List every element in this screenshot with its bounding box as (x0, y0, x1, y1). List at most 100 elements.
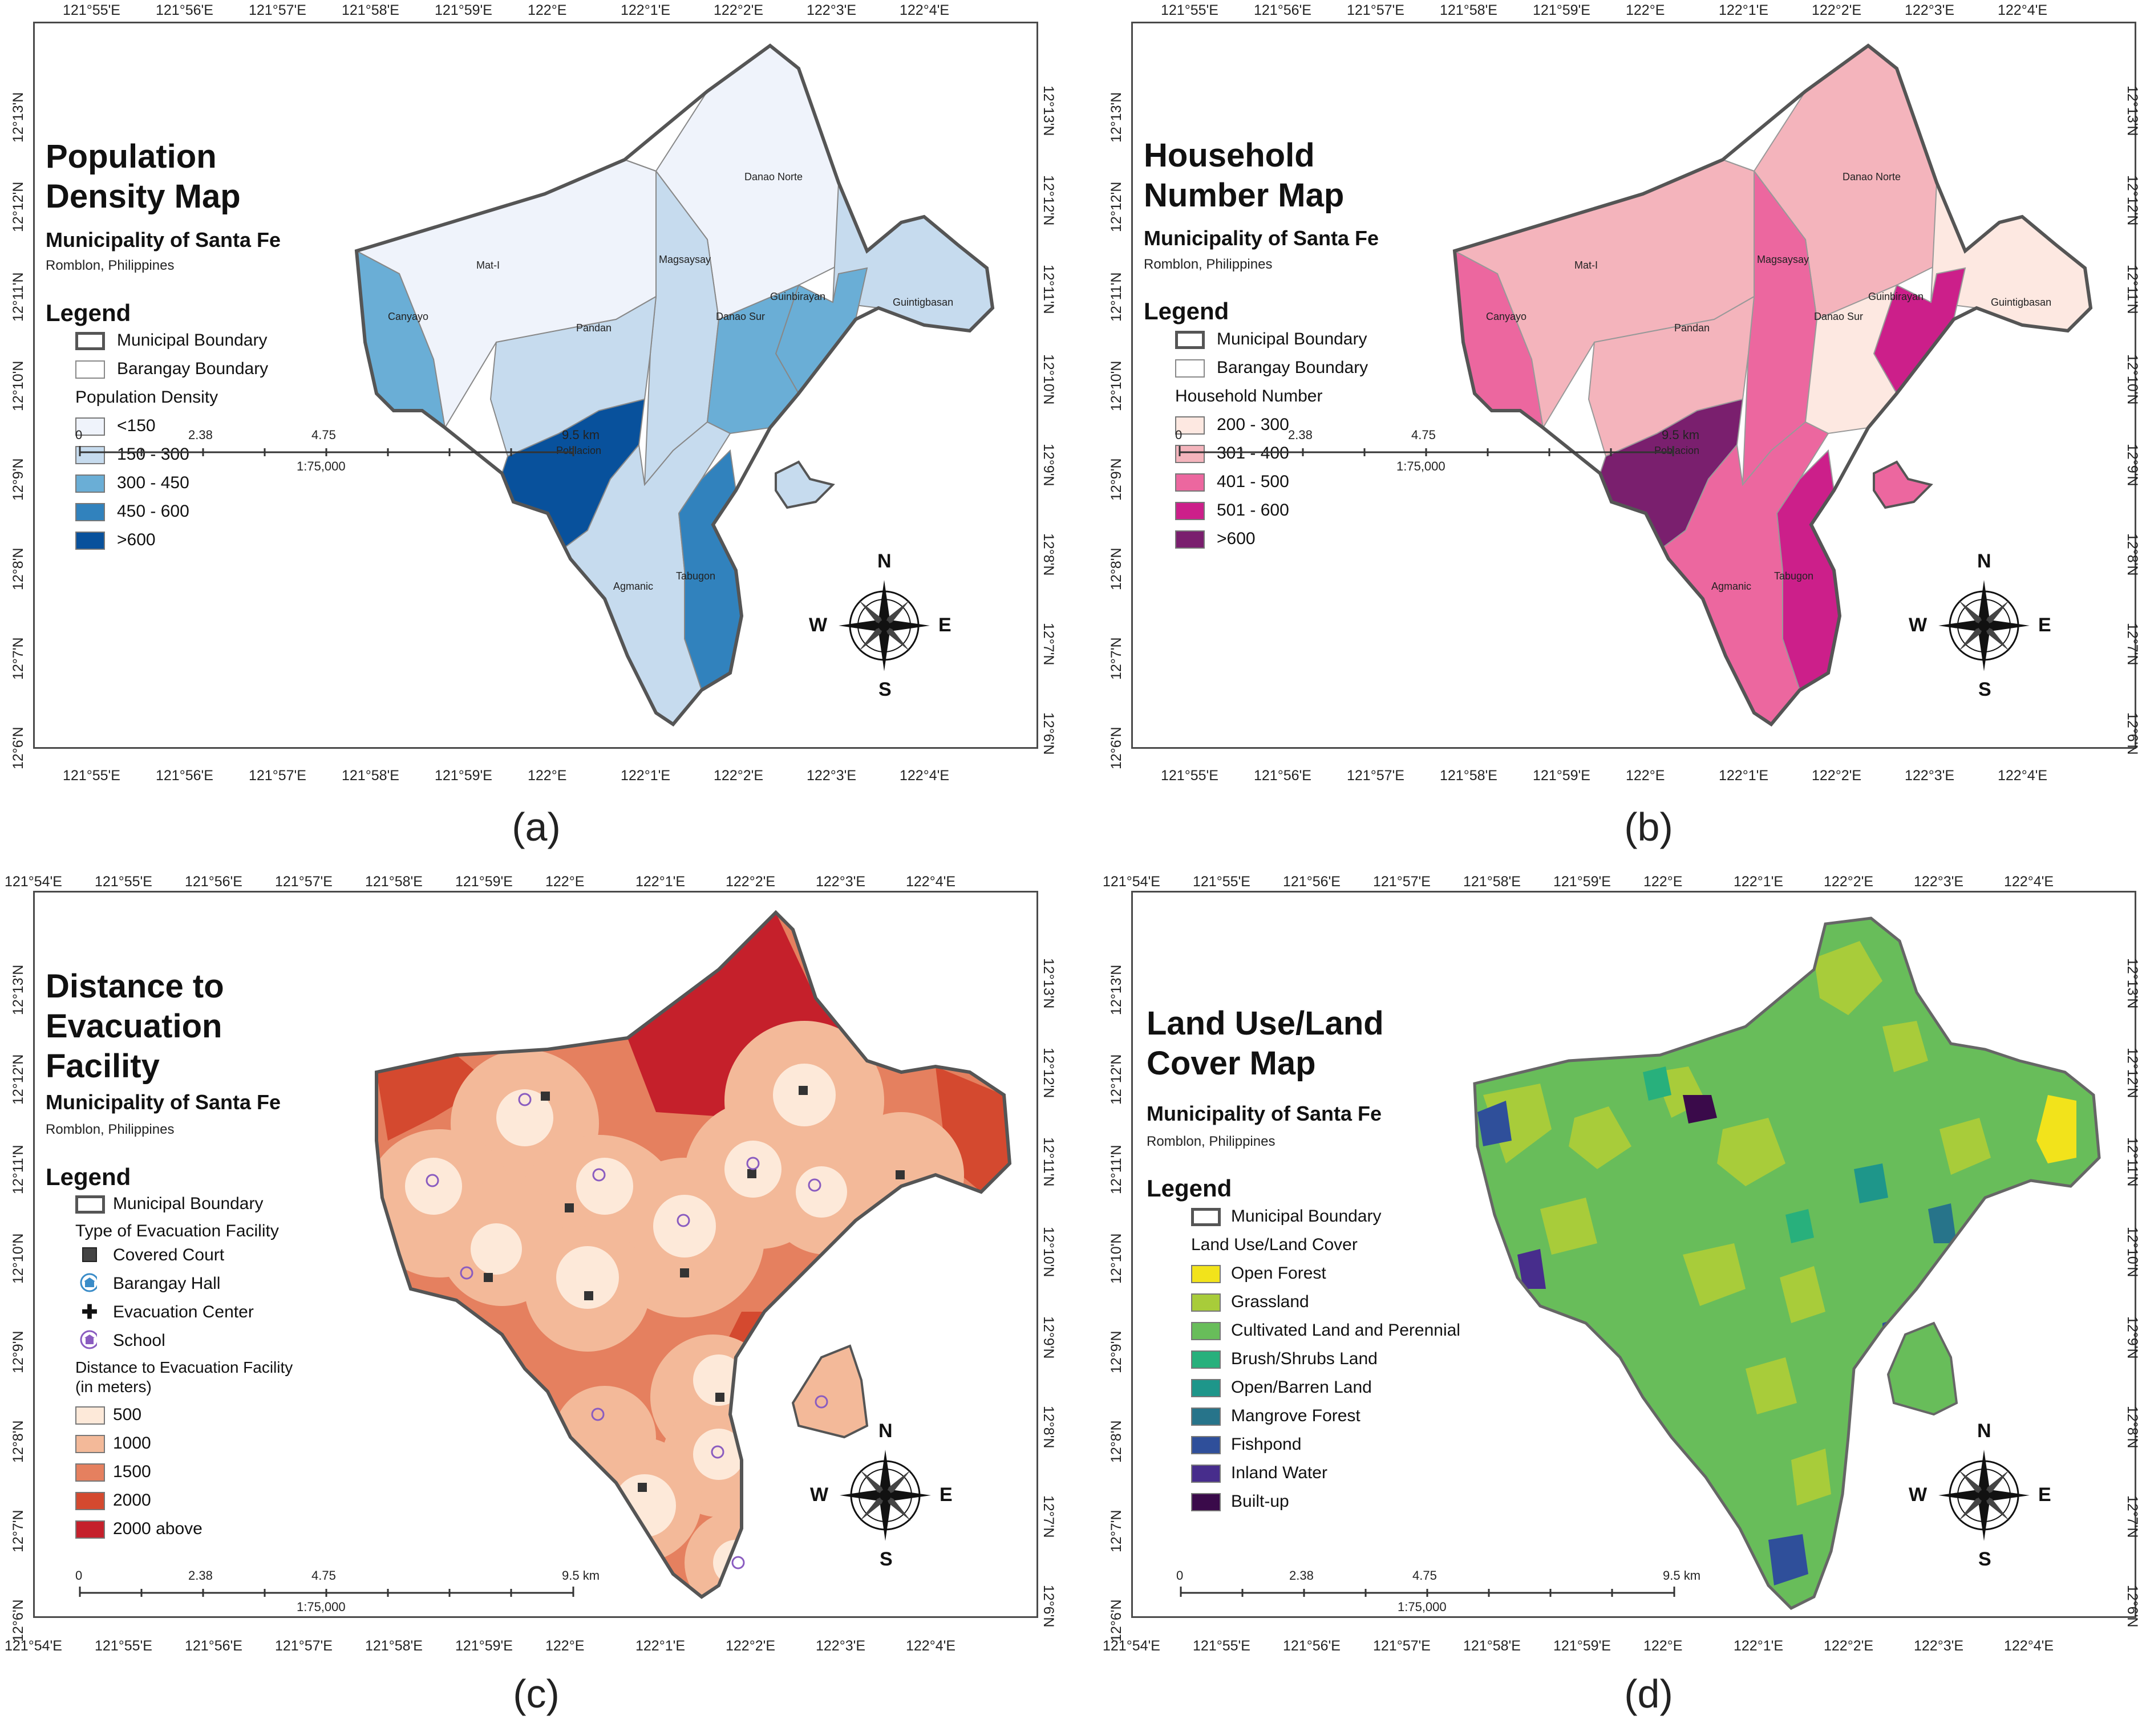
municipal-outline (354, 43, 995, 727)
lat-label-left: 12°7'N (10, 1510, 26, 1552)
legend-swatch-class-1 (1191, 1265, 1221, 1283)
label-agmanic: Agmanic (1711, 581, 1752, 592)
compass-n: N (1977, 550, 1991, 572)
legend-heading: Household Number (1175, 387, 1323, 405)
subtitle-location: Romblon, Philippines (1144, 257, 1273, 272)
legend-barangay-boundary: Barangay Boundary (1217, 358, 1368, 377)
lat-label-left: 12°9'N (1108, 458, 1124, 501)
title-line1: Distance to (46, 968, 224, 1005)
lon-label-bottom: 122°E (1643, 1638, 1683, 1654)
lat-label-left: 12°12'N (10, 1054, 26, 1105)
lon-label-bottom: 121°58'E (342, 768, 399, 784)
lon-label-bottom: 122°4'E (2004, 1638, 2054, 1654)
lon-label-top: 121°56'E (1283, 874, 1341, 890)
legend-class-4: 501 - 600 (1217, 501, 1289, 520)
lat-label-left: 12°9'N (1108, 1331, 1124, 1373)
label-magsaysay: Magsaysay (659, 254, 711, 265)
title-line2: Cover Map (1147, 1045, 1316, 1082)
lat-label-left: 12°10'N (1108, 360, 1124, 411)
legend-title: Legend (46, 299, 131, 326)
legend-class-3: 401 - 500 (1217, 472, 1289, 491)
panel-caption: (c) (513, 1672, 560, 1716)
lon-label-bottom: 122°4'E (1998, 768, 2048, 784)
legend-facility-heading: Type of Evacuation Facility (75, 1222, 279, 1240)
lat-label-left: 12°8'N (1108, 547, 1124, 590)
lat-label-left: 12°10'N (1108, 1233, 1124, 1284)
scale-label-3: 9.5 km (562, 1568, 600, 1583)
compass-rose-b (1938, 580, 2030, 671)
legend-swatch-barangay (75, 360, 105, 379)
compass-w: W (1909, 1484, 1928, 1506)
legend-swatch-municipal (75, 1195, 105, 1214)
island-east (791, 1344, 869, 1439)
lon-label-top: 121°55'E (63, 2, 120, 18)
compass-w: W (810, 1484, 829, 1506)
compass-n: N (877, 550, 892, 572)
lat-label-right: 12°11'N (1040, 265, 1056, 314)
municipal-outline (1452, 43, 2093, 727)
subtitle-location: Romblon, Philippines (46, 258, 175, 273)
label-guinbirayan: Guinbirayan (770, 291, 826, 302)
lon-label-bottom: 122°E (545, 1638, 585, 1654)
lat-label-left: 12°12'N (10, 181, 26, 232)
lat-label-right: 12°7'N (1040, 1495, 1056, 1538)
lon-label-top: 122°1'E (621, 2, 671, 18)
legend-class-4: Brush/Shrubs Land (1231, 1349, 1378, 1368)
lon-label-top: 122°4'E (906, 874, 956, 890)
label-canyayo: Canyayo (1486, 311, 1527, 322)
lat-label-left: 12°7'N (10, 637, 26, 680)
lon-label-bottom: 121°56'E (1254, 768, 1311, 784)
legend-municipal-boundary: Municipal Boundary (1217, 330, 1367, 348)
label-danao-sur: Danao Sur (716, 311, 766, 322)
scale-label-3: 9.5 km (562, 428, 600, 442)
legend-swatch-class-8 (1191, 1465, 1221, 1483)
lon-label-top: 122°4'E (900, 2, 950, 18)
legend-swatch-class-4 (1175, 502, 1205, 520)
title-line1: Land Use/Land (1147, 1005, 1384, 1042)
compass-e: E (940, 1484, 953, 1506)
compass-s: S (1978, 679, 1991, 700)
legend-class-1: 200 - 300 (1217, 415, 1289, 434)
lon-label-top: 122°1'E (1719, 2, 1769, 18)
lon-label-top: 121°59'E (1553, 874, 1611, 890)
lat-label-right: 12°12'N (2124, 1048, 2140, 1098)
lat-label-left: 12°13'N (1108, 964, 1124, 1015)
lon-label-top: 122°2'E (1812, 2, 1862, 18)
compass-e: E (938, 614, 951, 636)
lon-label-top: 122°3'E (816, 874, 866, 890)
legend-class-4: 2000 (113, 1491, 151, 1510)
lat-label-left: 12°9'N (10, 458, 26, 501)
legend-swatch-barangay (1175, 359, 1205, 378)
legend-title: Legend (46, 1163, 131, 1190)
scale-label-3: 9.5 km (1663, 1568, 1701, 1583)
lon-label-bottom: 121°58'E (1440, 768, 1497, 784)
map-title: Population Density Map (46, 137, 365, 217)
municipal-boundary-a (354, 43, 995, 727)
legend-barangay-boundary: Barangay Boundary (117, 359, 269, 378)
lat-label-left: 12°11'N (10, 1145, 26, 1194)
legend-class-1: 500 (113, 1405, 142, 1424)
lat-label-left: 12°8'N (1108, 1420, 1124, 1463)
legend-class-3: Cultivated Land and Perennial (1231, 1321, 1460, 1340)
lat-label-left: 12°7'N (1108, 1510, 1124, 1552)
lon-label-top: 121°58'E (1463, 874, 1521, 890)
lon-label-top: 122°3'E (807, 2, 857, 18)
lat-label-right: 12°9'N (2124, 1316, 2140, 1359)
lat-label-right: 12°11'N (2124, 265, 2140, 314)
lat-label-right: 12°7'N (1040, 623, 1056, 666)
legend-class-2: Grassland (1231, 1292, 1309, 1311)
legend-class-2: 150 - 300 (117, 445, 189, 464)
lon-label-bottom: 121°55'E (95, 1638, 152, 1654)
legend-swatch-class-1 (75, 417, 105, 436)
scale-label-1: 2.38 (1288, 428, 1313, 442)
legend-class-5: >600 (117, 530, 156, 549)
lon-label-bottom: 121°57'E (1373, 1638, 1431, 1654)
title-line1: Population (46, 138, 217, 175)
legend-class-7: Fishpond (1231, 1435, 1302, 1454)
lon-label-bottom: 122°2'E (714, 768, 764, 784)
label-poblacion: Poblacion (556, 445, 602, 456)
legend-swatch-class-3 (1191, 1322, 1221, 1340)
lon-label-bottom: 121°54'E (1103, 1638, 1160, 1654)
